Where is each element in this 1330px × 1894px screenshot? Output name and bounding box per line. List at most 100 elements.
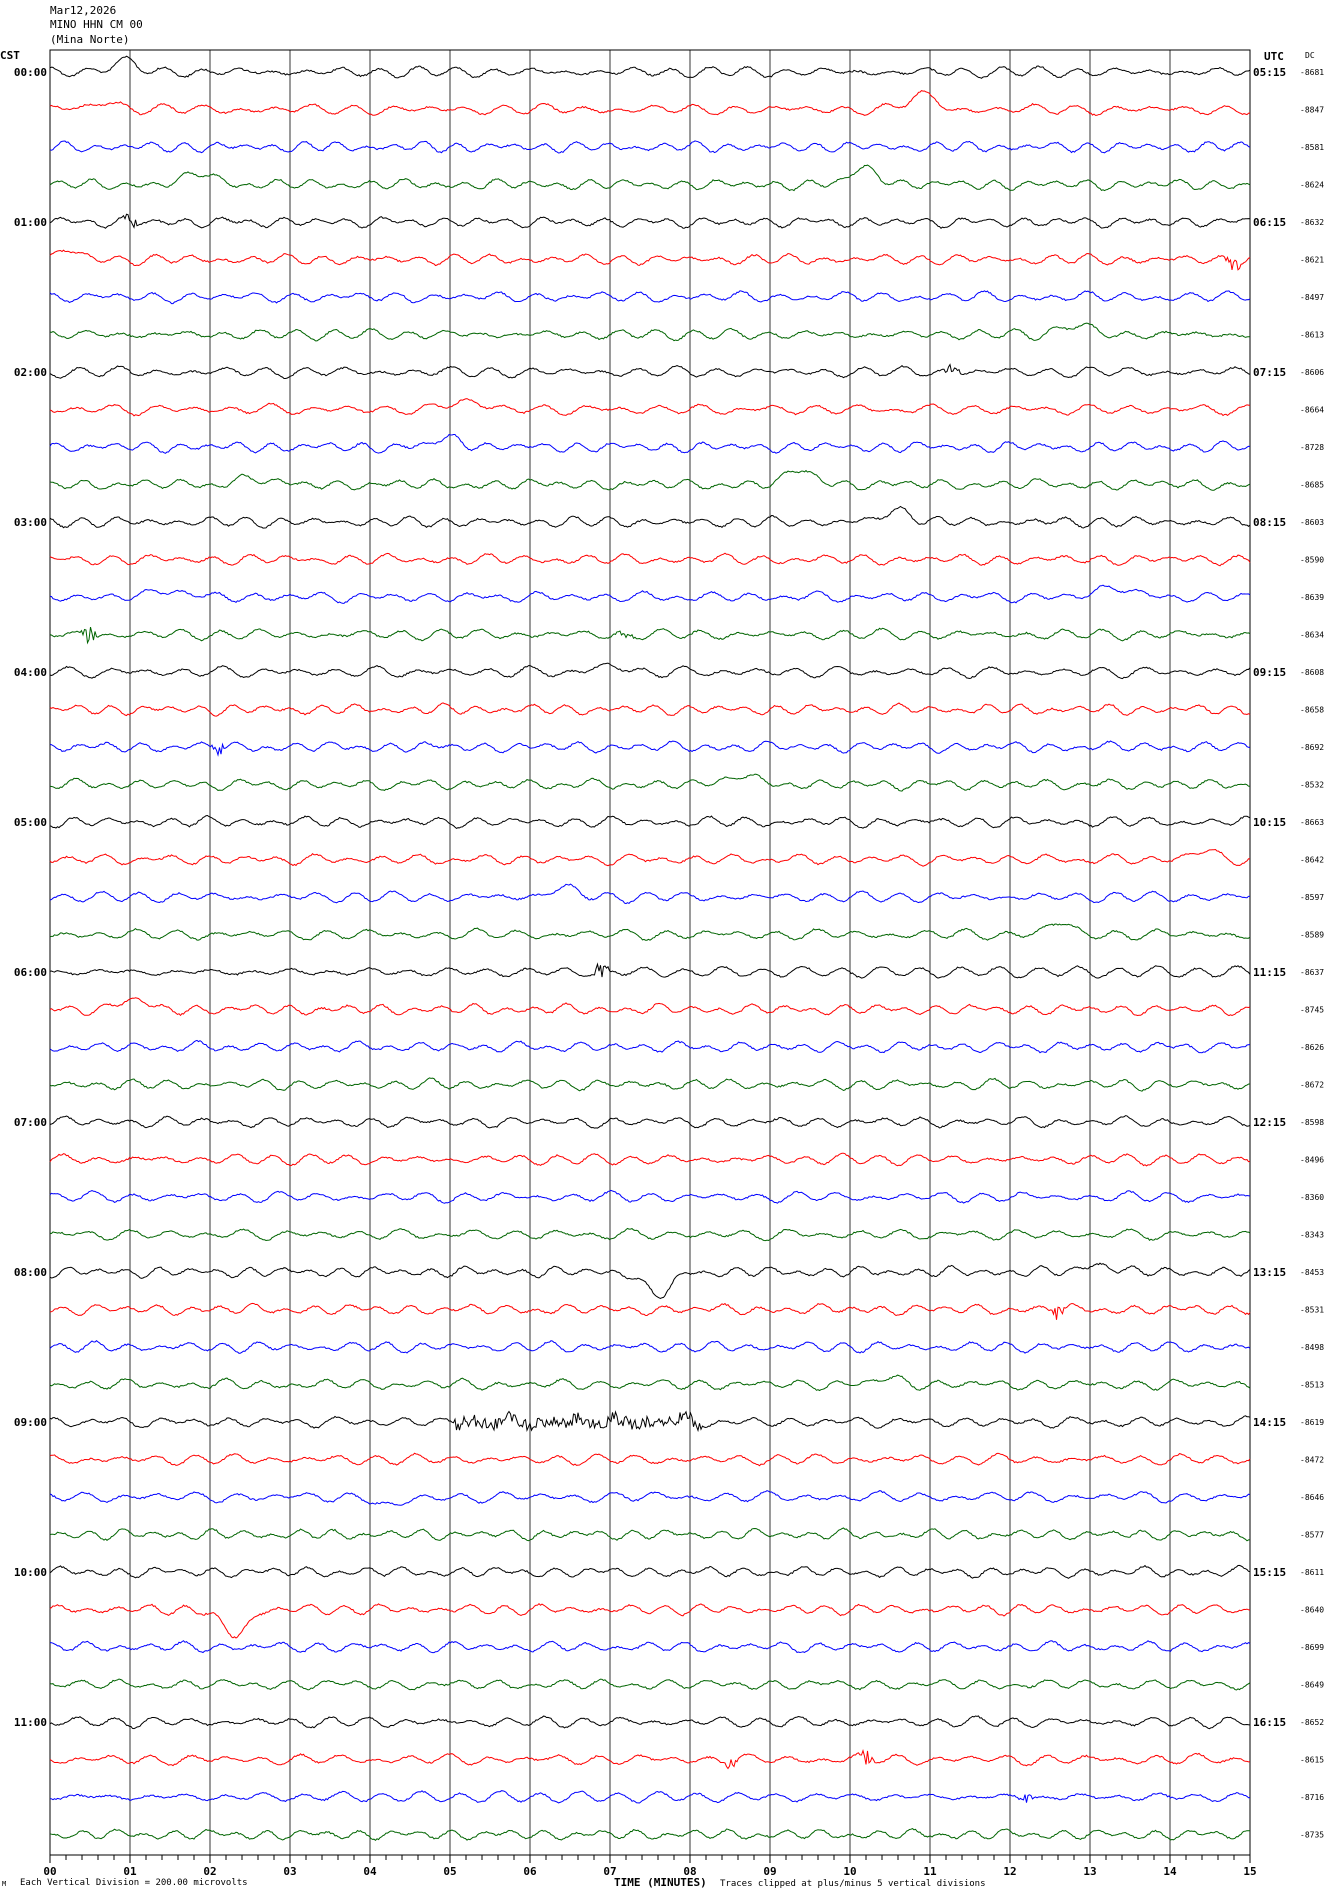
x-tick-label: 08 [683, 1865, 696, 1878]
x-tick-label: 00 [43, 1865, 56, 1878]
cst-hour-label: 05:00 [14, 816, 47, 829]
dc-title: DC [1305, 51, 1315, 60]
seismic-trace [49, 1790, 1251, 1804]
utc-hour-label: 14:15 [1253, 1416, 1286, 1429]
seismic-trace [49, 848, 1251, 867]
clip-note: Traces clipped at plus/minus 5 vertical … [720, 1879, 986, 1889]
x-tick-label: 14 [1163, 1865, 1177, 1878]
seismic-trace [49, 584, 1251, 604]
seismic-trace [49, 814, 1251, 829]
cst-hour-label: 03:00 [14, 516, 47, 529]
header-location: (Mina Norte) [50, 33, 130, 46]
dc-offset-label: -8590 [1300, 556, 1324, 565]
seismic-trace [49, 1527, 1251, 1542]
header-date: Mar12,2026 [50, 4, 117, 17]
dc-offset-label: -8498 [1300, 1343, 1324, 1352]
x-tick-label: 06 [523, 1865, 537, 1878]
x-tick-label: 10 [843, 1865, 856, 1878]
seismic-trace [49, 1189, 1251, 1204]
dc-offset-label: -8626 [1300, 1043, 1324, 1052]
dc-offset-label: -8453 [1300, 1268, 1324, 1277]
seismic-trace [49, 1302, 1251, 1320]
x-tick-label: 15 [1243, 1865, 1256, 1878]
seismic-trace [49, 702, 1251, 717]
x-tick-label: 13 [1083, 1865, 1096, 1878]
cst-hour-label: 11:00 [14, 1716, 47, 1729]
utc-hour-label: 15:15 [1253, 1566, 1286, 1579]
dc-offset-label: -8646 [1300, 1493, 1324, 1502]
seismic-trace [49, 552, 1251, 567]
dc-offset-label: -8652 [1300, 1718, 1324, 1727]
seismic-trace [49, 1262, 1251, 1299]
dc-offset-label: -8611 [1300, 1568, 1324, 1577]
header-station: MINO HHN CM 00 [50, 18, 143, 31]
cst-hour-label: 09:00 [14, 1416, 47, 1429]
x-axis-title: TIME (MINUTES) [614, 1876, 707, 1889]
dc-offset-label: -8664 [1300, 406, 1324, 415]
x-axis: 00 01 02 03 04 05 06 07 08 09 10 11 12 13 14 15 [43, 1855, 1257, 1878]
dc-offset-label: -8615 [1300, 1756, 1324, 1765]
cst-hour-label: 08:00 [14, 1266, 47, 1279]
seismic-trace [49, 398, 1251, 417]
seismic-trace [49, 1490, 1251, 1506]
dc-offset-label: -8532 [1300, 781, 1324, 790]
seismic-trace [49, 1640, 1251, 1654]
x-tick-label: 07 [603, 1865, 616, 1878]
dc-offset-label: -8608 [1300, 668, 1324, 677]
utc-title: UTC [1264, 50, 1284, 63]
cst-title: CST [0, 49, 20, 62]
seismic-trace [49, 962, 1251, 979]
seismic-trace [49, 1227, 1251, 1242]
cst-hour-label: 10:00 [14, 1566, 47, 1579]
seismic-trace [49, 773, 1251, 792]
dc-offset-labels: -8681 -8847 -8581 -8624 -8632 -8621 -8497 -8613… [1300, 68, 1324, 1840]
cst-hour-label: 02:00 [14, 366, 47, 379]
dc-offset-label: -8685 [1300, 481, 1324, 490]
dc-offset-label: -8639 [1300, 593, 1324, 602]
dc-offset-label: -8847 [1300, 106, 1324, 115]
grid [49, 49, 1251, 1856]
dc-offset-label: -8472 [1300, 1456, 1324, 1465]
seismic-trace [49, 322, 1251, 342]
dc-offset-label: -8649 [1300, 1681, 1324, 1690]
utc-hour-label: 13:15 [1253, 1266, 1286, 1279]
dc-offset-label: -8497 [1300, 293, 1324, 302]
dc-offset-label: -8603 [1300, 518, 1324, 527]
dc-offset-label: -8581 [1300, 143, 1324, 152]
dc-offset-label: -8598 [1300, 1118, 1324, 1127]
utc-hour-label: 09:15 [1253, 666, 1286, 679]
seismic-trace [49, 997, 1251, 1017]
dc-offset-label: -8613 [1300, 331, 1324, 340]
utc-hour-label: 07:15 [1253, 366, 1286, 379]
utc-hour-label: 12:15 [1253, 1116, 1286, 1129]
seismic-trace [49, 249, 1251, 271]
x-tick-label: 04 [363, 1865, 377, 1878]
seismic-trace [49, 1340, 1251, 1354]
seismic-trace [49, 1152, 1251, 1167]
seismic-trace [49, 164, 1251, 192]
utc-hour-label: 10:15 [1253, 816, 1286, 829]
cst-hour-label: 01:00 [14, 216, 47, 229]
seismic-trace [49, 662, 1251, 680]
cst-hour-label: 06:00 [14, 966, 47, 979]
seismic-trace [49, 1452, 1251, 1467]
dc-offset-label: -8672 [1300, 1081, 1324, 1090]
x-tick-label: 01 [123, 1865, 137, 1878]
dc-offset-label: -8728 [1300, 443, 1324, 452]
dc-offset-label: -8634 [1300, 631, 1324, 640]
dc-offset-label: -8681 [1300, 68, 1324, 77]
cst-hour-label: 04:00 [14, 666, 47, 679]
dc-offset-label: -8624 [1300, 181, 1324, 190]
utc-hour-label: 05:15 [1253, 66, 1286, 79]
dc-offset-label: -8619 [1300, 1418, 1324, 1427]
seismic-trace [49, 213, 1251, 229]
seismic-trace [49, 883, 1251, 905]
seismic-trace [49, 1678, 1251, 1691]
dc-offset-label: -8597 [1300, 893, 1324, 902]
seismic-trace [49, 1039, 1251, 1054]
seismic-trace [49, 55, 1251, 79]
seismic-trace [49, 363, 1251, 379]
seismic-trace [49, 740, 1251, 757]
seismic-trace [49, 1077, 1251, 1092]
dc-offset-label: -8496 [1300, 1156, 1324, 1165]
